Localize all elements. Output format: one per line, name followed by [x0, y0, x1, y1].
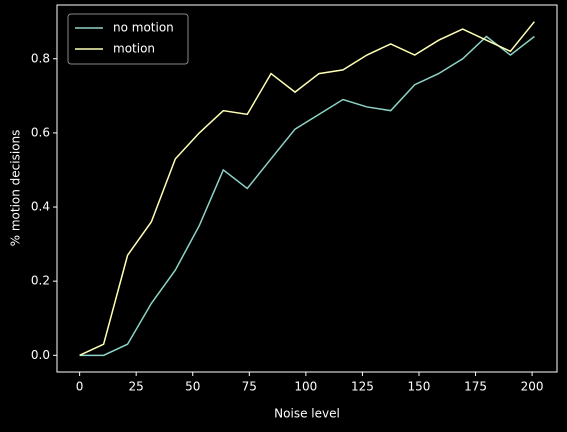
x-tick-label: 200 [521, 380, 544, 394]
y-tick-label: 0.8 [31, 51, 50, 65]
x-tick-label: 100 [294, 380, 317, 394]
line [79, 21, 535, 356]
y-tick-label: 0.4 [31, 200, 50, 214]
x-axis-label: Noise level [274, 407, 340, 421]
x-tick-label: 150 [408, 380, 431, 394]
y-axis-label: % motion decisions [9, 130, 23, 247]
x-tick-label: 0 [76, 380, 84, 394]
y-tick-label: 0.6 [31, 125, 50, 139]
line [79, 35, 535, 357]
x-tick-label: 75 [242, 380, 257, 394]
x-tick-label: 50 [185, 380, 200, 394]
y-tick-label: 0.2 [31, 274, 50, 288]
y-tick-label: 0.0 [31, 348, 50, 362]
x-tick-label: 125 [351, 380, 374, 394]
plot-frame [56, 4, 558, 373]
legend-label: motion [113, 42, 155, 56]
x-tick-label: 25 [129, 380, 144, 394]
legend-box [67, 13, 189, 65]
x-tick-label: 175 [464, 380, 487, 394]
legend-label: no motion [113, 21, 174, 35]
